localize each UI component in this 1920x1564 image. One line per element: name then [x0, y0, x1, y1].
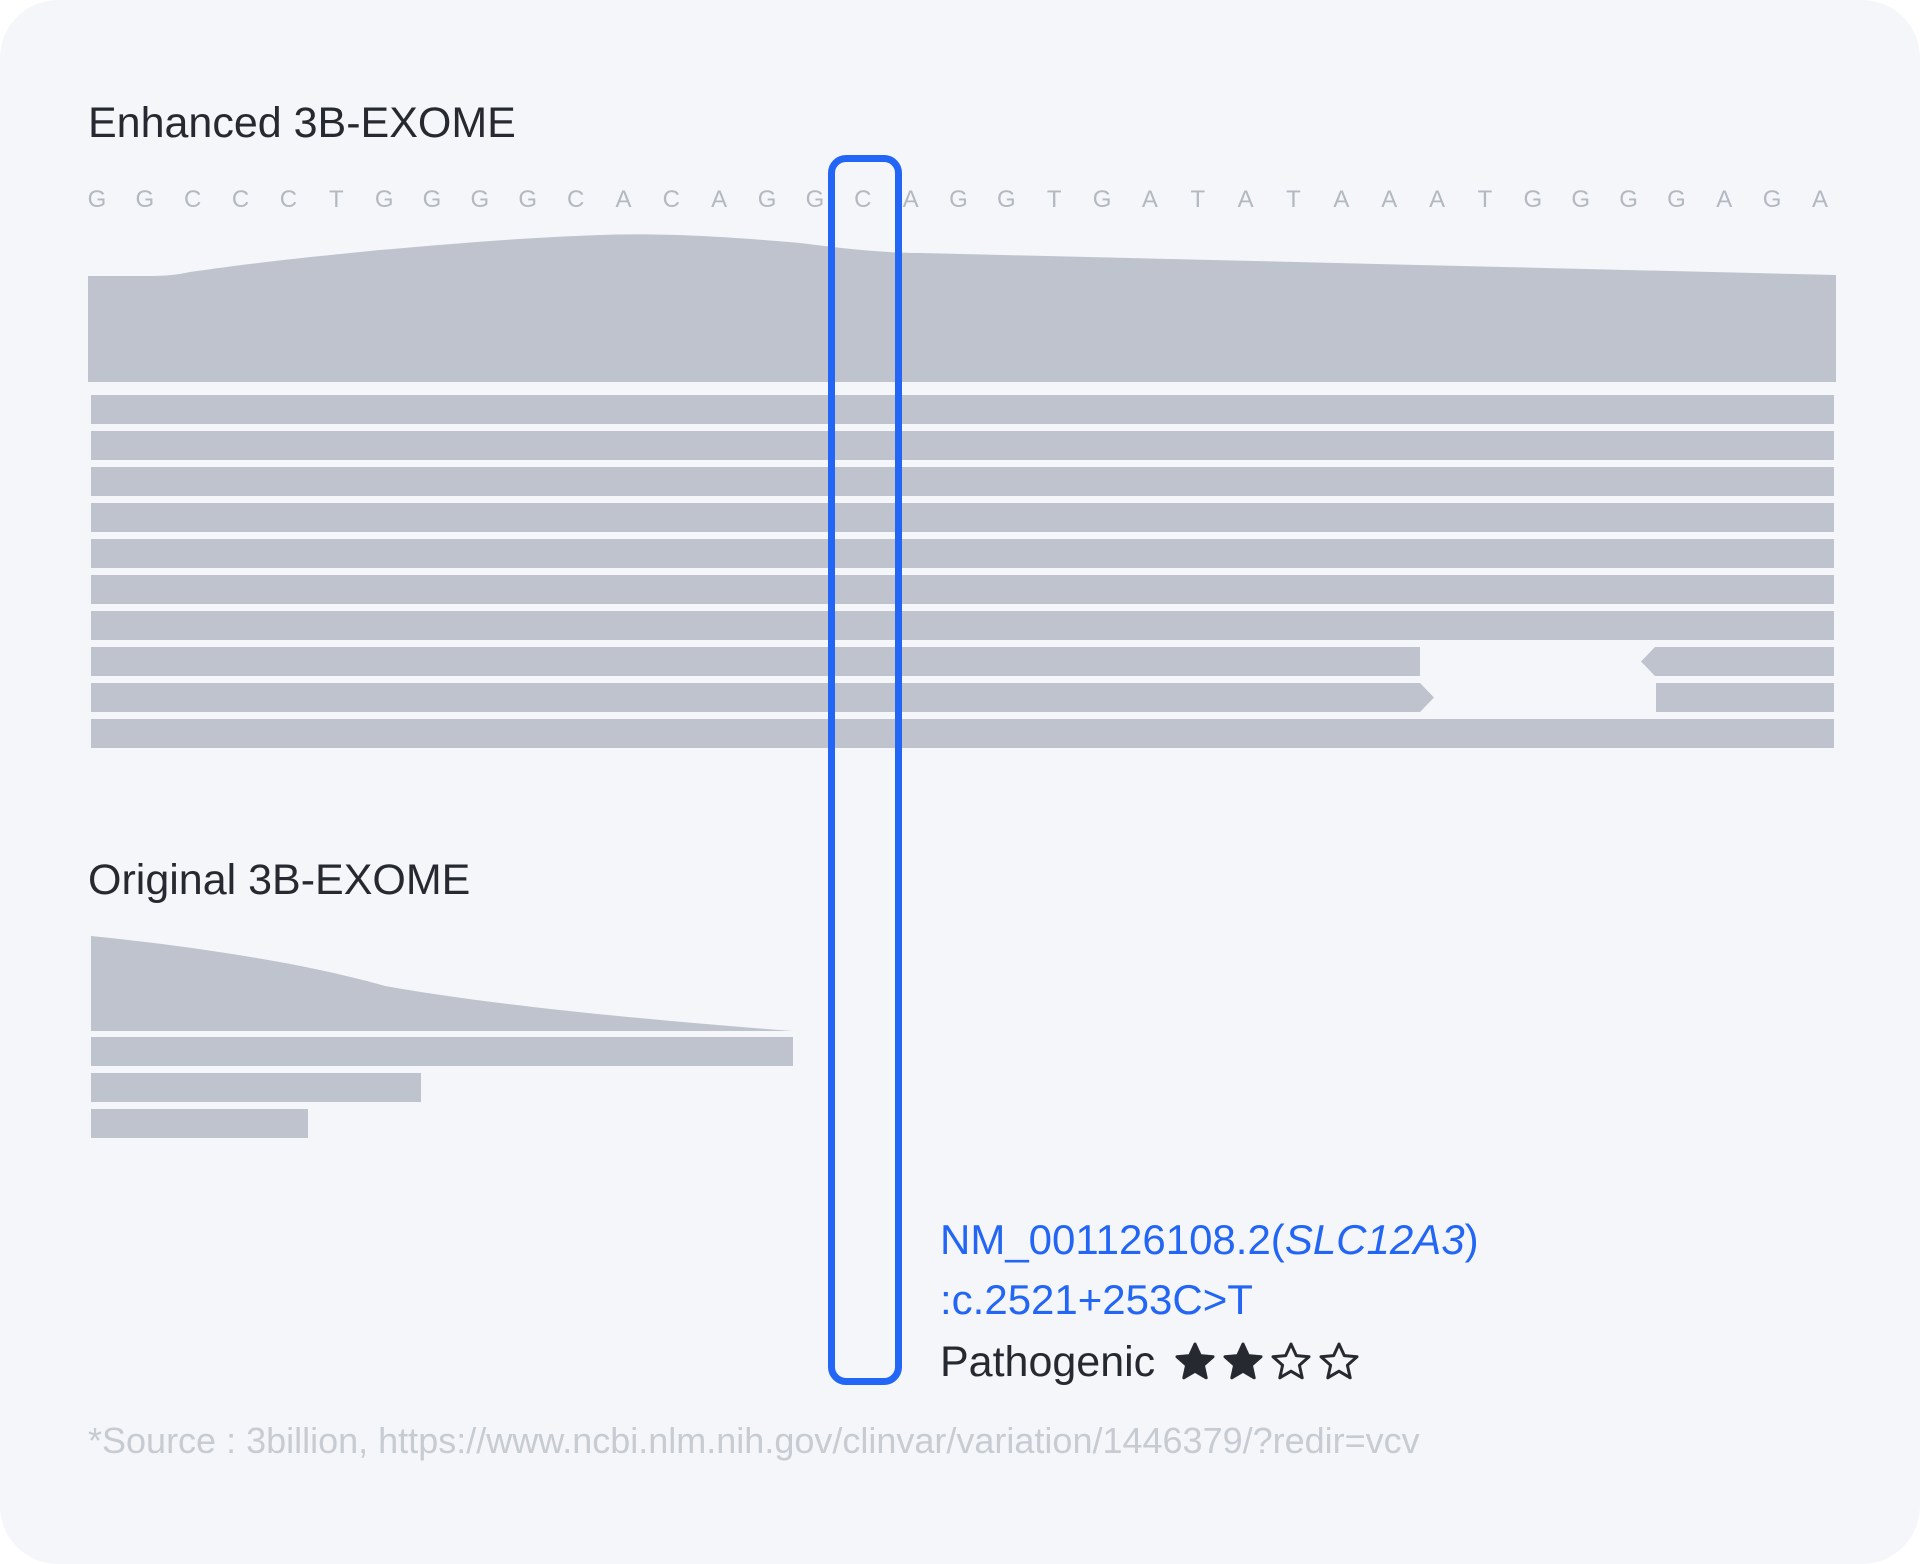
sequence-base: G — [949, 186, 968, 213]
sequence-base: G — [1523, 186, 1543, 213]
sequence-base: T — [1046, 186, 1062, 213]
sequence-base: G — [1619, 186, 1638, 213]
sequence-base: C — [184, 186, 202, 213]
original-exome-title: Original 3B-EXOME — [88, 856, 471, 904]
sequence-base: G — [374, 186, 394, 213]
variant-highlight-box — [828, 155, 902, 1385]
sequence-base: G — [87, 186, 107, 213]
sequence-base: A — [615, 186, 632, 213]
sequence-base: G — [805, 186, 825, 213]
read — [1656, 683, 1834, 712]
read — [91, 539, 1834, 568]
sequence-base: C — [566, 186, 585, 213]
sequence-base: T — [1477, 186, 1493, 213]
read — [91, 1037, 793, 1066]
read — [91, 467, 1834, 496]
sequence-base: A — [1716, 186, 1733, 213]
sequence-base: G — [470, 186, 490, 213]
read-reverse — [1641, 647, 1834, 676]
sequence-base: G — [1667, 186, 1686, 213]
sequence-base: C — [662, 186, 680, 213]
clinical-significance: Pathogenic — [940, 1332, 1479, 1392]
sequence-base: G — [1571, 186, 1591, 213]
variant-transcript: NM_001126108.2(SLC12A3) — [940, 1210, 1479, 1270]
sequence-base: A — [1811, 186, 1828, 213]
enhanced-exome-title: Enhanced 3B-EXOME — [88, 99, 516, 147]
sequence-base: G — [1762, 186, 1782, 213]
sequence-base: G — [757, 186, 777, 213]
read — [91, 1109, 308, 1138]
gene-symbol: SLC12A3 — [1284, 1216, 1465, 1263]
sequence-base: T — [1286, 186, 1301, 213]
sequence-base: A — [1237, 186, 1254, 213]
sequence-base: G — [518, 186, 538, 213]
significance-label: Pathogenic — [940, 1338, 1156, 1386]
enhanced-reads — [91, 395, 1834, 748]
sequence-base: T — [328, 186, 344, 213]
sequence-base: G — [422, 186, 442, 213]
read — [91, 647, 1420, 676]
sequence-base: G — [997, 186, 1016, 213]
read — [91, 431, 1834, 460]
sequence-base: T — [1190, 186, 1206, 213]
sequence-base: C — [854, 186, 872, 213]
sequence-base: A — [1381, 186, 1398, 213]
read — [91, 575, 1834, 604]
sequence-base: A — [1429, 186, 1446, 213]
sequence-base: A — [711, 186, 728, 213]
read — [91, 719, 1834, 748]
star-filled-icon — [1175, 1342, 1215, 1380]
transcript-close: ) — [1464, 1216, 1479, 1263]
read — [91, 1073, 421, 1102]
variant-hgvs: :c.2521+253C>T — [940, 1276, 1253, 1323]
read — [91, 503, 1834, 532]
original-coverage-profile — [91, 936, 793, 1031]
sequence-base: G — [135, 186, 155, 213]
read-forward — [91, 683, 1434, 712]
star-filled-icon — [1223, 1342, 1263, 1380]
transcript-id: NM_001126108.2( — [940, 1216, 1285, 1263]
sequence-base: A — [1141, 186, 1158, 213]
sequence-base: A — [1333, 186, 1350, 213]
variant-annotation: NM_001126108.2(SLC12A3) :c.2521+253C>T P… — [940, 1210, 1479, 1392]
sequence-base: A — [902, 186, 919, 213]
sequence-base: C — [231, 186, 250, 213]
source-citation: *Source : 3billion, https://www.ncbi.nlm… — [88, 1420, 1420, 1461]
read — [91, 395, 1834, 424]
star-outline-icon — [1271, 1342, 1311, 1380]
enhanced-coverage-profile — [88, 234, 1836, 382]
original-reads — [91, 1037, 793, 1138]
read — [91, 611, 1834, 640]
star-outline-icon — [1319, 1342, 1359, 1380]
sequence-base: C — [279, 186, 298, 213]
review-status-stars — [1175, 1342, 1359, 1382]
sequence-base: G — [1092, 186, 1112, 213]
